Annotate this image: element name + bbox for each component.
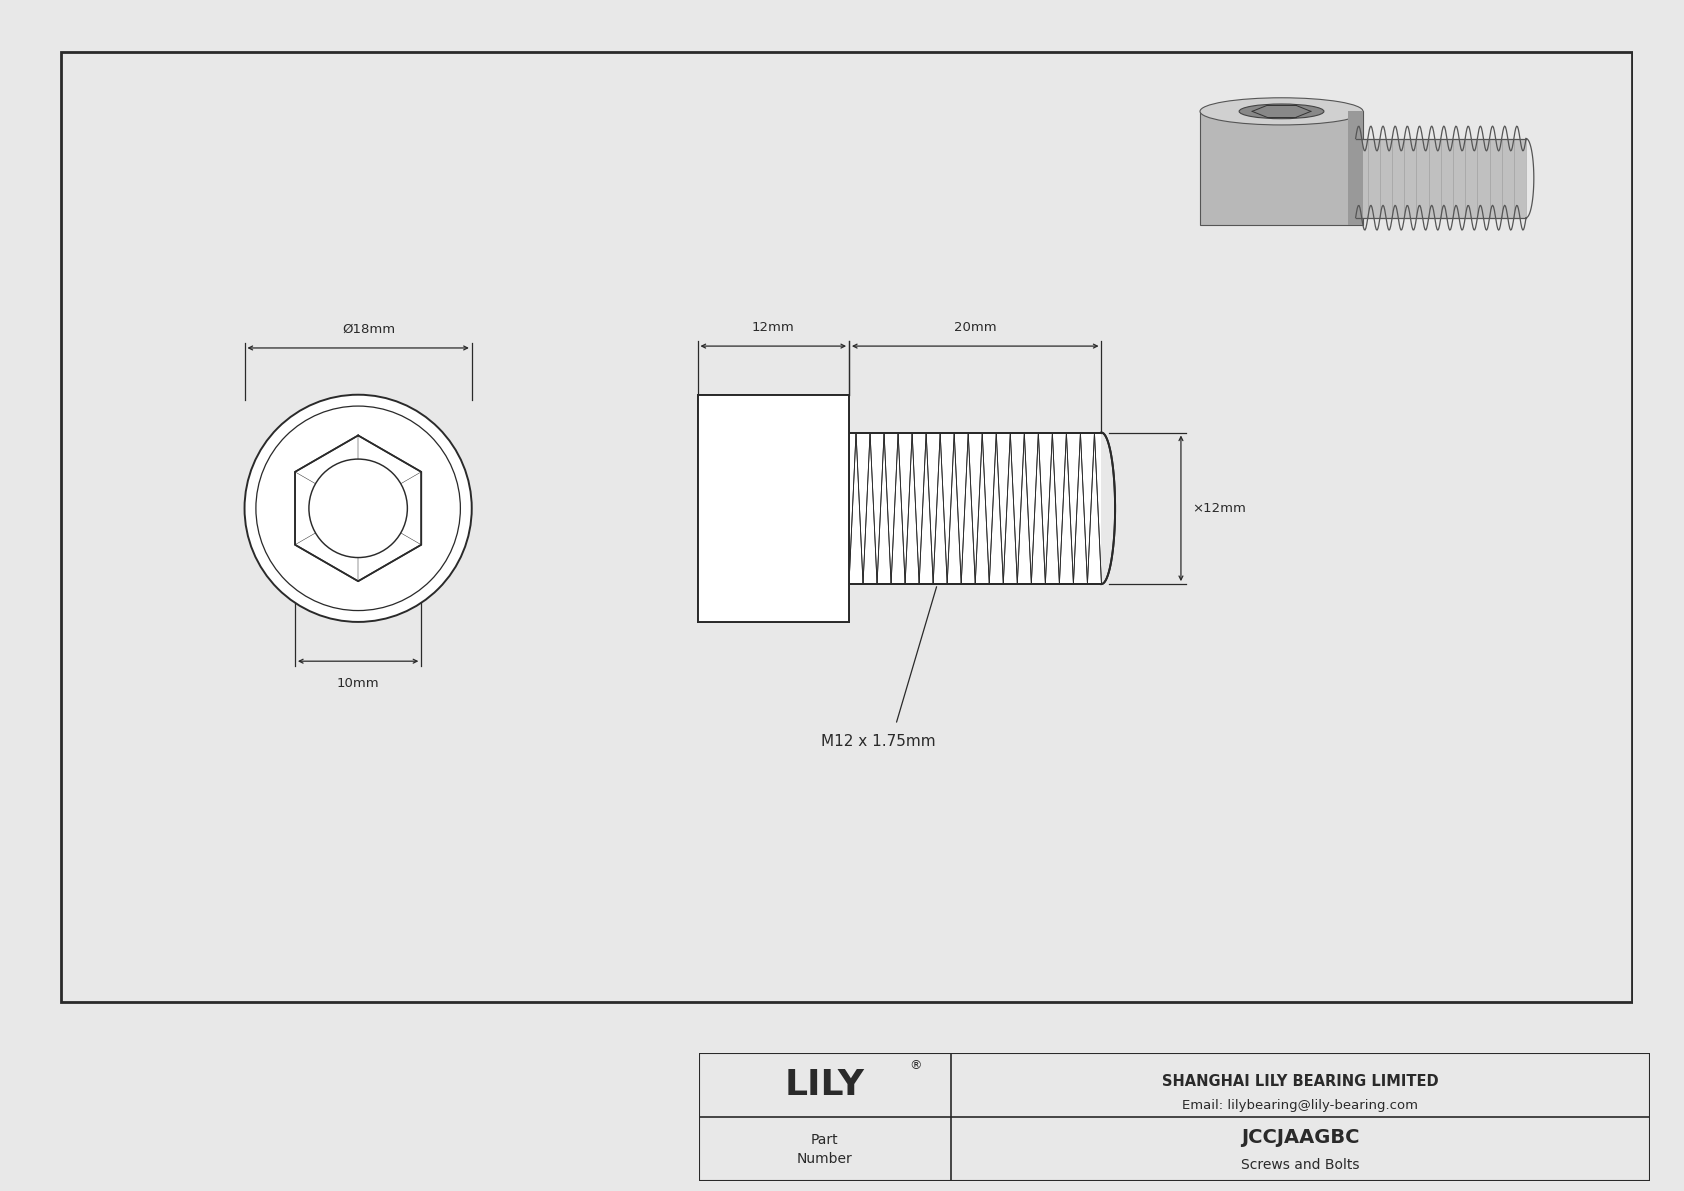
Bar xyxy=(1356,138,1526,218)
Bar xyxy=(697,394,849,622)
Circle shape xyxy=(244,394,472,622)
Text: 10mm: 10mm xyxy=(337,678,379,690)
Text: 12mm: 12mm xyxy=(751,320,795,333)
Text: M12 x 1.75mm: M12 x 1.75mm xyxy=(822,734,936,749)
Text: ×12mm: ×12mm xyxy=(1192,501,1246,515)
Text: Ø18mm: Ø18mm xyxy=(344,323,396,336)
Bar xyxy=(697,394,849,622)
Text: Screws and Bolts: Screws and Bolts xyxy=(1241,1158,1359,1172)
Ellipse shape xyxy=(1201,98,1362,125)
Ellipse shape xyxy=(1239,104,1324,119)
Bar xyxy=(1201,112,1362,224)
Bar xyxy=(849,432,1101,584)
Polygon shape xyxy=(295,436,421,581)
Text: Part
Number: Part Number xyxy=(797,1133,852,1166)
Text: 20mm: 20mm xyxy=(953,320,997,333)
Text: ®: ® xyxy=(909,1059,923,1072)
Text: JCCJAAGBC: JCCJAAGBC xyxy=(1241,1128,1359,1147)
Text: SHANGHAI LILY BEARING LIMITED: SHANGHAI LILY BEARING LIMITED xyxy=(1162,1073,1438,1089)
Text: LILY: LILY xyxy=(785,1068,864,1102)
Text: Email: lilybearing@lily-bearing.com: Email: lilybearing@lily-bearing.com xyxy=(1182,1099,1418,1112)
Circle shape xyxy=(256,406,460,611)
Bar xyxy=(1349,112,1362,224)
Circle shape xyxy=(308,459,408,557)
